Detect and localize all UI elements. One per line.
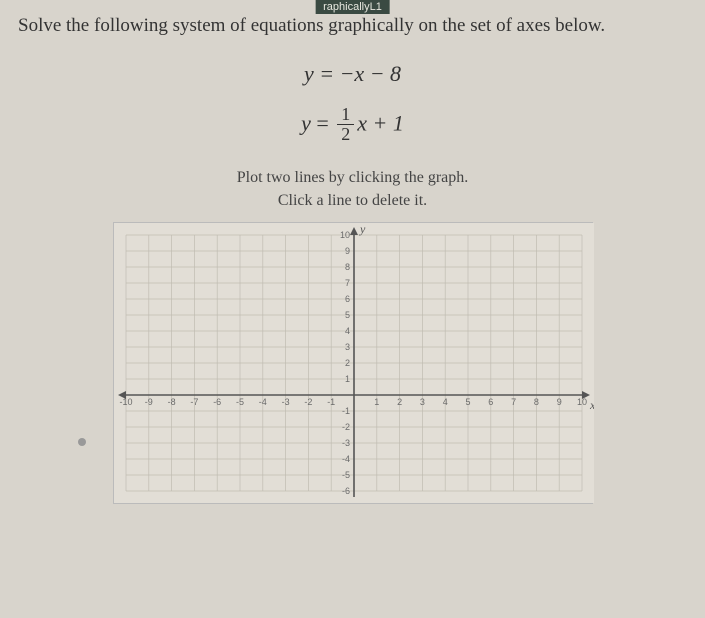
svg-text:y: y: [359, 223, 366, 236]
equation-2: y = 1 2 x + 1: [18, 105, 687, 146]
instr-line2: Click a line to delete it.: [18, 190, 687, 212]
header-tag: raphicallyL1: [315, 0, 390, 14]
svg-text:-2: -2: [304, 397, 312, 407]
eq2-lhs: y: [301, 110, 311, 135]
svg-text:4: 4: [344, 326, 349, 336]
svg-text:-3: -3: [281, 397, 289, 407]
svg-text:10: 10: [339, 230, 349, 240]
eq1-prefix: = −: [319, 61, 354, 86]
svg-text:-4: -4: [258, 397, 266, 407]
svg-text:2: 2: [397, 397, 402, 407]
svg-text:-6: -6: [341, 486, 349, 496]
equations-block: y = −x − 8 y = 1 2 x + 1: [18, 61, 687, 146]
svg-text:-9: -9: [144, 397, 152, 407]
stray-dot: [78, 438, 86, 446]
svg-text:-7: -7: [190, 397, 198, 407]
eq1-suffix: − 8: [364, 61, 401, 86]
svg-text:7: 7: [511, 397, 516, 407]
svg-text:6: 6: [488, 397, 493, 407]
svg-text:-5: -5: [235, 397, 243, 407]
eq2-num: 1: [337, 105, 354, 126]
svg-text:2: 2: [344, 358, 349, 368]
graph-container[interactable]: -10 -9 -8 -7 -6 -5 -4 -3 -2 -1 1 2 3 4 5 6 7 8 9 10 1 2 3 4 5 6 7 8…: [113, 222, 593, 504]
eq2-eq: =: [316, 110, 328, 135]
svg-text:-3: -3: [341, 438, 349, 448]
svg-text:10: 10: [576, 397, 586, 407]
svg-text:x: x: [589, 398, 594, 412]
svg-text:-5: -5: [341, 470, 349, 480]
svg-text:8: 8: [533, 397, 538, 407]
svg-text:4: 4: [442, 397, 447, 407]
instructions: Plot two lines by clicking the graph. Cl…: [18, 167, 687, 212]
svg-text:6: 6: [344, 294, 349, 304]
svg-text:3: 3: [344, 342, 349, 352]
svg-text:3: 3: [419, 397, 424, 407]
svg-text:-1: -1: [327, 397, 335, 407]
eq2-x: x: [357, 110, 367, 135]
svg-text:5: 5: [344, 310, 349, 320]
equation-1: y = −x − 8: [18, 61, 687, 87]
svg-text:1: 1: [374, 397, 379, 407]
eq2-den: 2: [337, 125, 354, 145]
eq2-suffix: + 1: [367, 110, 404, 135]
eq1-x: x: [354, 61, 364, 86]
eq1-lhs: y: [304, 61, 314, 86]
svg-text:5: 5: [465, 397, 470, 407]
svg-text:-2: -2: [341, 422, 349, 432]
coordinate-grid[interactable]: -10 -9 -8 -7 -6 -5 -4 -3 -2 -1 1 2 3 4 5 6 7 8 9 10 1 2 3 4 5 6 7 8…: [114, 223, 594, 503]
svg-text:9: 9: [344, 246, 349, 256]
svg-text:-10: -10: [119, 397, 132, 407]
svg-text:9: 9: [556, 397, 561, 407]
svg-text:-8: -8: [167, 397, 175, 407]
svg-text:-4: -4: [341, 454, 349, 464]
eq2-fraction: 1 2: [337, 105, 354, 146]
svg-text:8: 8: [344, 262, 349, 272]
svg-text:1: 1: [344, 374, 349, 384]
page-content: Solve the following system of equations …: [0, 0, 705, 504]
svg-text:-6: -6: [213, 397, 221, 407]
svg-text:-1: -1: [341, 406, 349, 416]
svg-text:7: 7: [344, 278, 349, 288]
question-text: Solve the following system of equations …: [18, 14, 687, 39]
instr-line1: Plot two lines by clicking the graph.: [18, 167, 687, 189]
